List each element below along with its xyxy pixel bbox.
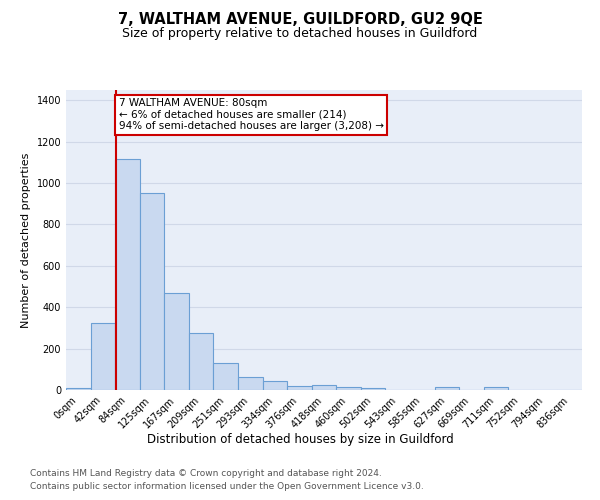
Bar	[263, 380, 287, 390]
Bar	[66, 388, 91, 390]
Bar	[434, 387, 459, 390]
Text: Distribution of detached houses by size in Guildford: Distribution of detached houses by size …	[146, 432, 454, 446]
Text: Size of property relative to detached houses in Guildford: Size of property relative to detached ho…	[122, 28, 478, 40]
Bar	[189, 333, 214, 390]
Bar	[287, 386, 312, 390]
Bar	[238, 376, 263, 390]
Bar	[164, 293, 189, 390]
Text: 7, WALTHAM AVENUE, GUILDFORD, GU2 9QE: 7, WALTHAM AVENUE, GUILDFORD, GU2 9QE	[118, 12, 482, 28]
Bar	[214, 363, 238, 390]
Text: Contains HM Land Registry data © Crown copyright and database right 2024.: Contains HM Land Registry data © Crown c…	[30, 468, 382, 477]
Bar	[312, 385, 336, 390]
Bar	[336, 387, 361, 390]
Text: Contains public sector information licensed under the Open Government Licence v3: Contains public sector information licen…	[30, 482, 424, 491]
Bar	[361, 388, 385, 390]
Bar	[91, 323, 115, 390]
Bar	[115, 160, 140, 390]
Text: 7 WALTHAM AVENUE: 80sqm
← 6% of detached houses are smaller (214)
94% of semi-de: 7 WALTHAM AVENUE: 80sqm ← 6% of detached…	[119, 98, 383, 132]
Bar	[140, 194, 164, 390]
Y-axis label: Number of detached properties: Number of detached properties	[21, 152, 31, 328]
Bar	[484, 387, 508, 390]
